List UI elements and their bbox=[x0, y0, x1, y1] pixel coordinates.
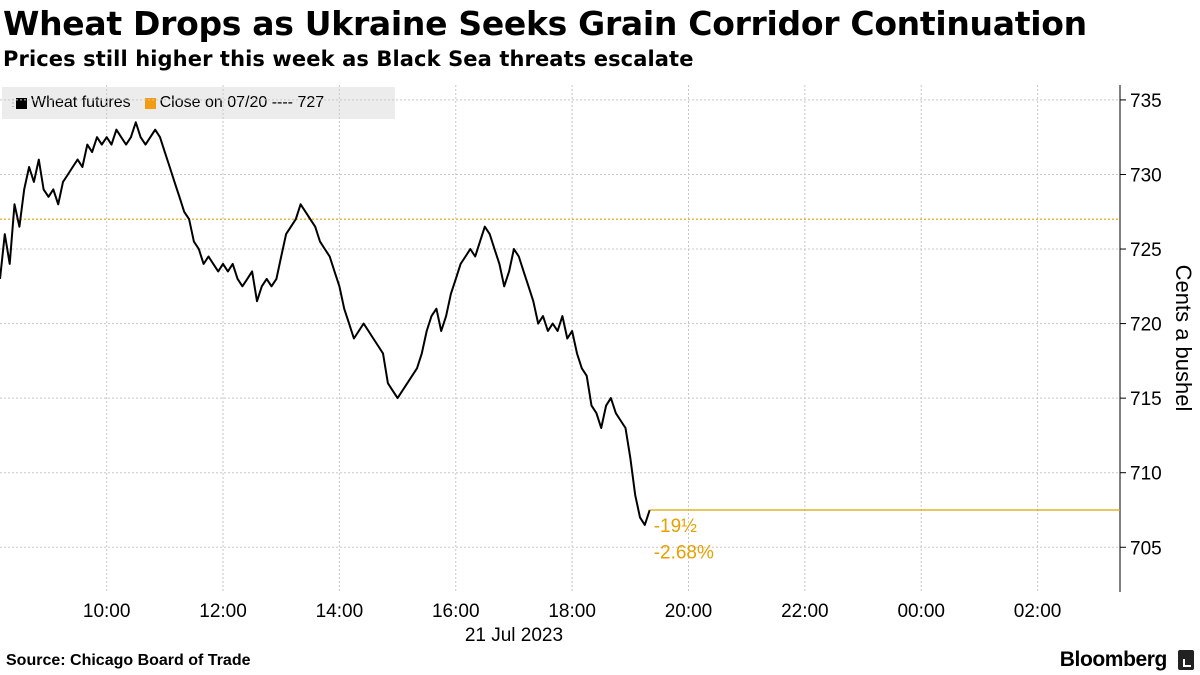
y-axis-title: Cents a bushel bbox=[1171, 265, 1196, 412]
x-tick-label: 02:00 bbox=[1014, 601, 1062, 622]
y-tick-label: 710 bbox=[1130, 464, 1162, 485]
bloomberg-terminal-icon bbox=[1178, 650, 1194, 670]
source-note: Source: Chicago Board of Trade bbox=[6, 652, 251, 669]
x-tick-label: 14:00 bbox=[316, 601, 364, 622]
legend-label-close: Close on 07/20 ---- 727 bbox=[159, 94, 325, 111]
legend-item-wheat-futures: Wheat futures bbox=[16, 94, 131, 112]
chart-legend: ⋮ Wheat futures Close on 07/20 ---- 727 bbox=[2, 87, 395, 119]
x-axis-date-label: 21 Jul 2023 bbox=[465, 625, 563, 646]
legend-grip-icon: ⋮ bbox=[8, 97, 18, 109]
chart-title: Wheat Drops as Ukraine Seeks Grain Corri… bbox=[3, 4, 1087, 43]
y-tick-label: 720 bbox=[1130, 315, 1162, 336]
y-tick-label: 705 bbox=[1130, 538, 1162, 559]
x-tick-label: 16:00 bbox=[432, 601, 480, 622]
change-points-label: -19½ bbox=[654, 516, 697, 537]
change-percent-label: -2.68% bbox=[654, 543, 714, 564]
x-tick-label: 00:00 bbox=[897, 601, 945, 622]
x-tick-label: 18:00 bbox=[548, 601, 596, 622]
x-tick-label: 22:00 bbox=[781, 601, 829, 622]
x-tick-label: 10:00 bbox=[83, 601, 131, 622]
legend-item-close: Close on 07/20 ---- 727 bbox=[144, 94, 325, 112]
y-tick-label: 715 bbox=[1130, 389, 1162, 410]
wheat-futures-line bbox=[0, 121, 651, 526]
brand-logo: Bloomberg bbox=[1059, 648, 1168, 671]
legend-label-wheat-futures: Wheat futures bbox=[31, 94, 131, 111]
legend-swatch-wheat-futures bbox=[16, 97, 27, 109]
chart-subtitle: Prices still higher this week as Black S… bbox=[3, 47, 694, 71]
y-tick-label: 730 bbox=[1130, 165, 1162, 186]
y-tick-label: 735 bbox=[1130, 91, 1162, 112]
legend-swatch-close bbox=[144, 97, 156, 109]
y-tick-label: 725 bbox=[1130, 240, 1162, 261]
x-tick-label: 20:00 bbox=[665, 601, 713, 622]
x-tick-label: 12:00 bbox=[199, 601, 247, 622]
